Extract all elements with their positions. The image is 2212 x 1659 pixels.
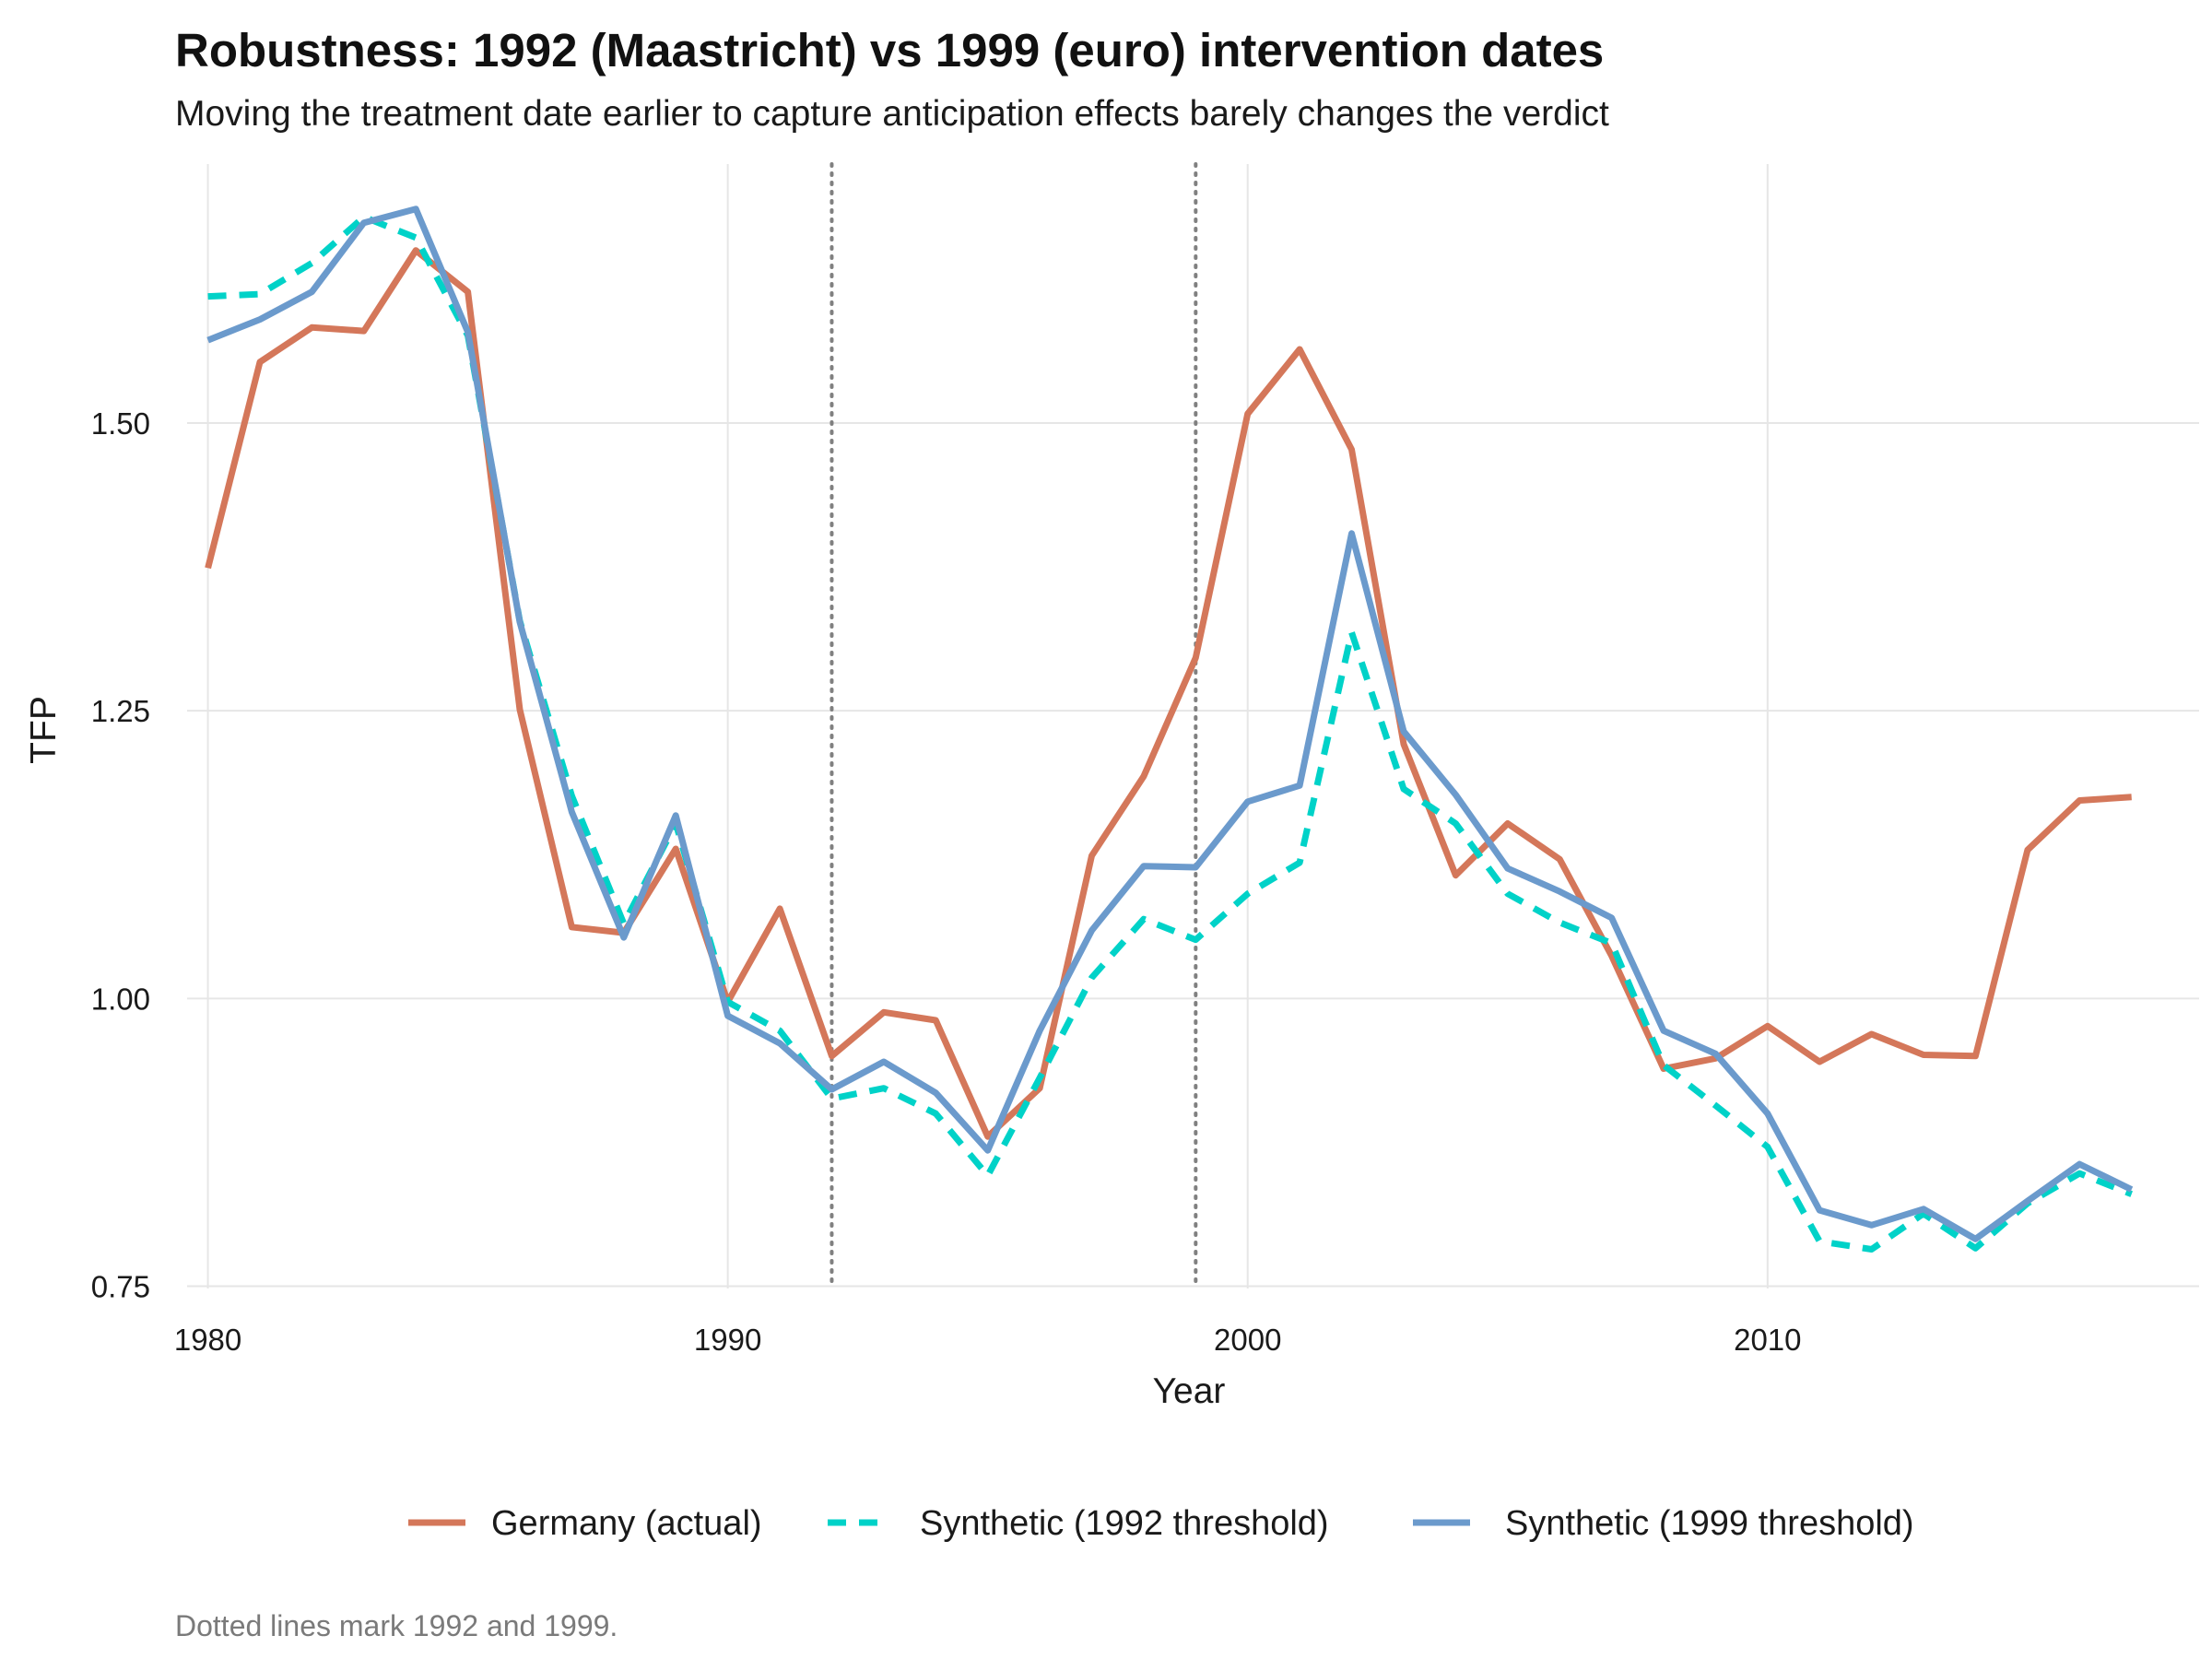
legend-item-germany: Germany (actual) <box>408 1504 762 1543</box>
intervention-lines <box>830 162 1198 1290</box>
series-line-0 <box>205 247 2132 1140</box>
legend: Germany (actual) Synthetic (1992 thresho… <box>408 1504 1914 1543</box>
y-tick-label-3: 1.50 <box>91 406 150 441</box>
series-line-2 <box>206 206 2134 1242</box>
legend-item-synthetic-1999: Synthetic (1999 threshold) <box>1413 1504 1914 1543</box>
legend-label-germany: Germany (actual) <box>491 1504 762 1543</box>
x-axis-title: Year <box>1153 1371 1226 1411</box>
x-tick-label-1: 1990 <box>694 1323 761 1357</box>
y-axis-ticks: 0.75 1.00 1.25 1.50 <box>91 406 150 1304</box>
plot-area <box>187 162 2199 1290</box>
chart-title: Robustness: 1992 (Maastricht) vs 1999 (e… <box>175 24 1604 76</box>
y-tick-label-0: 0.75 <box>91 1270 150 1304</box>
legend-label-synthetic-1992: Synthetic (1992 threshold) <box>920 1504 1329 1543</box>
legend-label-synthetic-1999: Synthetic (1999 threshold) <box>1505 1504 1914 1543</box>
y-tick-label-2: 1.25 <box>91 694 150 728</box>
chart-subtitle: Moving the treatment date earlier to cap… <box>175 94 1609 134</box>
y-tick-label-1: 1.00 <box>91 982 150 1016</box>
x-axis-ticks: 1980 1990 2000 2010 <box>174 1323 1802 1357</box>
x-tick-label-0: 1980 <box>174 1323 241 1357</box>
y-axis-title: TFP <box>24 696 64 764</box>
legend-item-synthetic-1992: Synthetic (1992 threshold) <box>828 1504 1329 1543</box>
chart-caption: Dotted lines mark 1992 and 1999. <box>175 1609 618 1642</box>
x-tick-label-2: 2000 <box>1214 1323 1281 1357</box>
series-lines <box>205 206 2134 1253</box>
grid-lines <box>187 164 2199 1288</box>
x-tick-label-3: 2010 <box>1734 1323 1801 1357</box>
series-line-1 <box>207 213 2133 1253</box>
